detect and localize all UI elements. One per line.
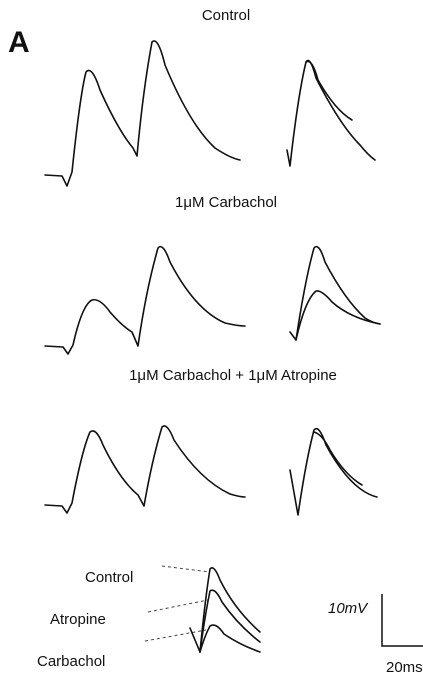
scale-voltage: 10mV	[328, 600, 369, 617]
traces-overlay	[189, 567, 261, 653]
scale-time: 20ms	[386, 659, 423, 676]
row-title: 1μM Carbachol + 1μM Atropine	[129, 367, 337, 384]
traces-atropine	[44, 425, 378, 516]
row-title: 1μM Carbachol	[175, 194, 277, 211]
overlay-label: Atropine	[50, 611, 106, 628]
overlay-label: Control	[85, 569, 133, 586]
row-title: Control	[202, 7, 250, 24]
traces-control	[44, 40, 376, 187]
traces-carbachol	[44, 245, 381, 355]
label-leaders	[144, 565, 211, 642]
scale-bar	[381, 594, 423, 647]
panel-label: A	[8, 26, 30, 59]
overlay-label: Carbachol	[37, 653, 105, 670]
